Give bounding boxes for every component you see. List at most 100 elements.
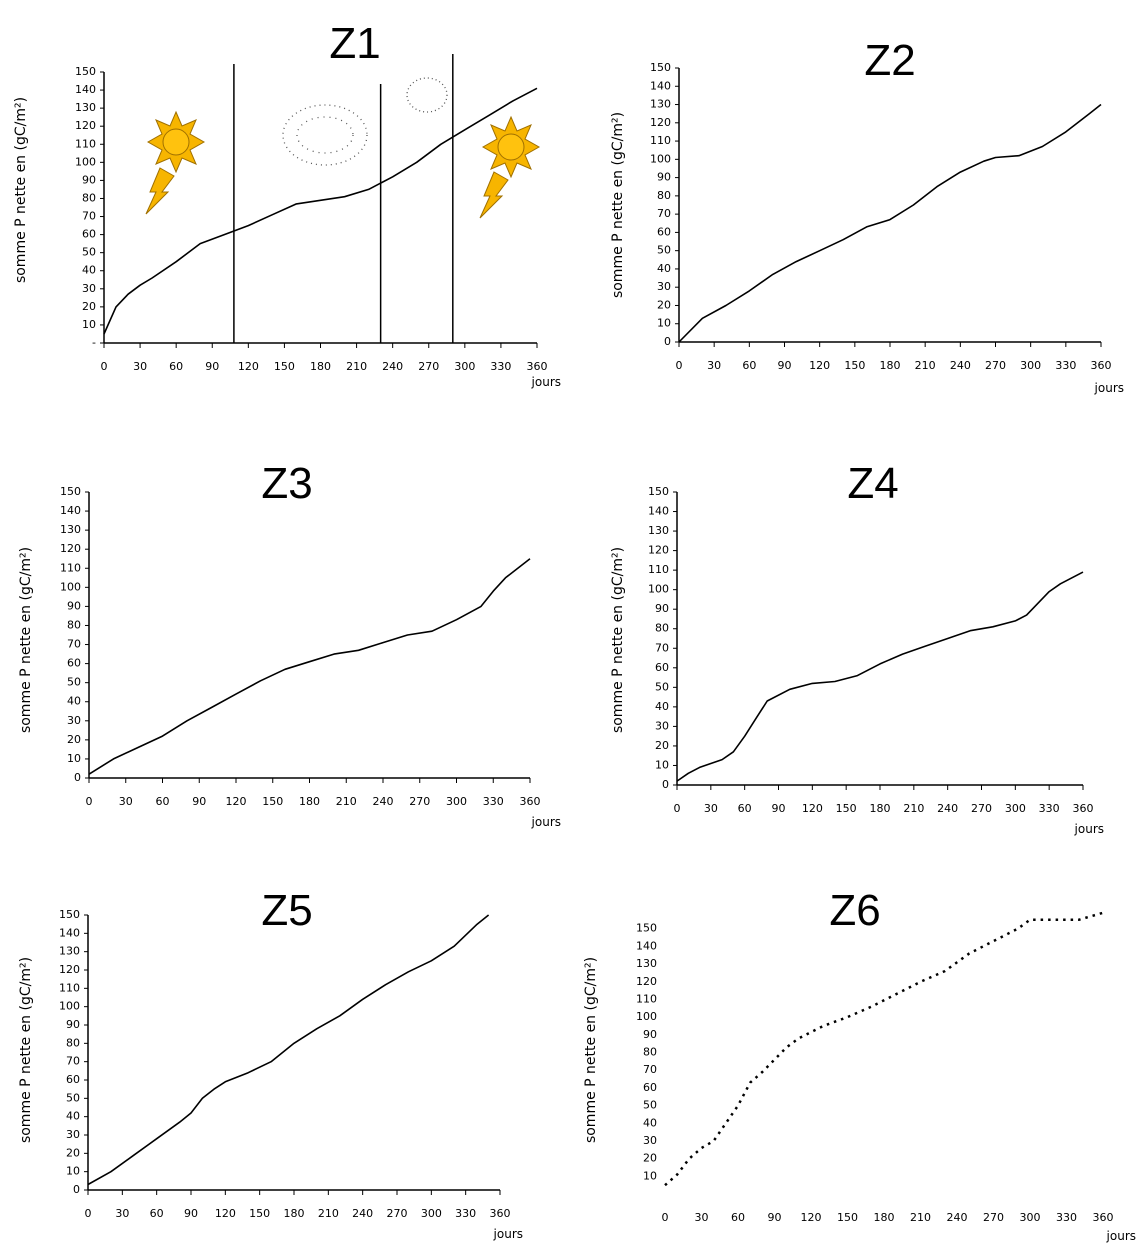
y-tick-label: 80 xyxy=(643,1046,657,1059)
y-axis-label: somme P nette en (gC/m²) xyxy=(13,97,29,283)
y-tick-label: 100 xyxy=(648,583,669,596)
y-tick-label: 90 xyxy=(66,1018,80,1031)
y-tick-label: 80 xyxy=(82,191,96,204)
x-tick-label: 150 xyxy=(249,1207,270,1220)
x-tick-label: 270 xyxy=(418,360,439,373)
x-axis-label: jours xyxy=(531,815,561,829)
x-tick-label: 120 xyxy=(802,802,823,815)
x-tick-label: 60 xyxy=(156,795,170,808)
x-tick-label: 180 xyxy=(299,795,320,808)
x-tick-label: 240 xyxy=(937,802,958,815)
x-tick-label: 330 xyxy=(1056,1211,1077,1224)
x-tick-label: 30 xyxy=(695,1211,709,1224)
y-tick-label: 40 xyxy=(643,1116,657,1129)
y-tick-label: 40 xyxy=(82,264,96,277)
y-axis-label: somme P nette en (gC/m²) xyxy=(610,547,626,733)
x-tick-label: 90 xyxy=(192,795,206,808)
y-axis-label: somme P nette en (gC/m²) xyxy=(583,957,599,1143)
y-tick-label: 60 xyxy=(82,228,96,241)
y-tick-label: 60 xyxy=(67,657,81,670)
y-tick-label: 150 xyxy=(636,922,657,935)
x-tick-label: 150 xyxy=(844,359,865,372)
x-tick-label: 150 xyxy=(262,795,283,808)
chart-title: Z2 xyxy=(864,36,915,85)
y-tick-label: 80 xyxy=(655,622,669,635)
x-tick-label: 180 xyxy=(870,802,891,815)
x-tick-label: 360 xyxy=(1091,359,1112,372)
x-tick-label: 210 xyxy=(910,1211,931,1224)
y-tick-label: 10 xyxy=(67,752,81,765)
x-tick-label: 150 xyxy=(836,802,857,815)
y-tick-label: 20 xyxy=(643,1152,657,1165)
y-tick-label: 0 xyxy=(662,778,669,791)
y-tick-label: 80 xyxy=(657,189,671,202)
y-tick-label: 40 xyxy=(66,1110,80,1123)
y-tick-label: 100 xyxy=(650,152,671,165)
y-tick-label: 0 xyxy=(74,771,81,784)
y-tick-label: - xyxy=(92,336,96,349)
y-tick-label: 120 xyxy=(75,119,96,132)
x-tick-label: 0 xyxy=(101,360,108,373)
y-tick-label: 140 xyxy=(60,504,81,517)
x-tick-label: 0 xyxy=(662,1211,669,1224)
x-tick-label: 60 xyxy=(169,360,183,373)
y-tick-label: 20 xyxy=(657,298,671,311)
y-tick-label: 30 xyxy=(643,1134,657,1147)
x-tick-label: 30 xyxy=(704,802,718,815)
data-line xyxy=(103,87,538,335)
x-tick-label: 330 xyxy=(490,360,511,373)
x-tick-label: 210 xyxy=(318,1207,339,1220)
y-tick-label: 50 xyxy=(655,680,669,693)
x-axis-label: jours xyxy=(1074,822,1104,836)
x-tick-label: 180 xyxy=(874,1211,895,1224)
y-tick-label: 140 xyxy=(636,939,657,952)
x-tick-label: 120 xyxy=(226,795,247,808)
x-tick-label: 300 xyxy=(1005,802,1026,815)
y-tick-label: 20 xyxy=(655,739,669,752)
x-tick-label: 210 xyxy=(915,359,936,372)
data-line xyxy=(664,911,1104,1187)
y-tick-label: 80 xyxy=(67,618,81,631)
chart-title: Z1 xyxy=(329,19,380,68)
y-tick-label: 130 xyxy=(60,523,81,536)
x-tick-label: 300 xyxy=(454,360,475,373)
x-tick-label: 270 xyxy=(971,802,992,815)
y-tick-label: 140 xyxy=(650,79,671,92)
cloud-icon xyxy=(282,104,368,166)
y-tick-label: 120 xyxy=(648,544,669,557)
y-tick-label: 30 xyxy=(82,282,96,295)
x-tick-label: 270 xyxy=(387,1207,408,1220)
x-tick-label: 0 xyxy=(676,359,683,372)
y-tick-label: 110 xyxy=(648,563,669,576)
y-tick-label: 50 xyxy=(67,676,81,689)
y-tick-label: 70 xyxy=(82,210,96,223)
y-tick-label: 70 xyxy=(66,1055,80,1068)
chart-title: Z6 xyxy=(829,886,880,935)
x-tick-label: 180 xyxy=(310,360,331,373)
x-tick-label: 300 xyxy=(421,1207,442,1220)
y-tick-label: 60 xyxy=(643,1081,657,1094)
x-tick-label: 240 xyxy=(382,360,403,373)
y-tick-label: 50 xyxy=(643,1099,657,1112)
y-tick-label: 50 xyxy=(82,246,96,259)
x-tick-label: 270 xyxy=(985,359,1006,372)
data-line xyxy=(676,571,1084,782)
y-tick-label: 100 xyxy=(636,1010,657,1023)
x-axis-label: jours xyxy=(531,375,561,389)
x-tick-label: 30 xyxy=(707,359,721,372)
y-tick-label: 130 xyxy=(636,957,657,970)
x-tick-label: 210 xyxy=(346,360,367,373)
y-tick-label: 110 xyxy=(60,561,81,574)
y-tick-label: 60 xyxy=(655,661,669,674)
y-tick-label: 150 xyxy=(648,485,669,498)
x-tick-label: 150 xyxy=(274,360,295,373)
y-tick-label: 140 xyxy=(59,926,80,939)
x-tick-label: 0 xyxy=(674,802,681,815)
y-tick-label: 50 xyxy=(657,244,671,257)
y-tick-label: 110 xyxy=(636,992,657,1005)
y-tick-label: 110 xyxy=(650,134,671,147)
y-tick-label: 100 xyxy=(60,580,81,593)
x-tick-label: 330 xyxy=(1039,802,1060,815)
y-tick-label: 130 xyxy=(59,945,80,958)
x-tick-label: 360 xyxy=(520,795,541,808)
